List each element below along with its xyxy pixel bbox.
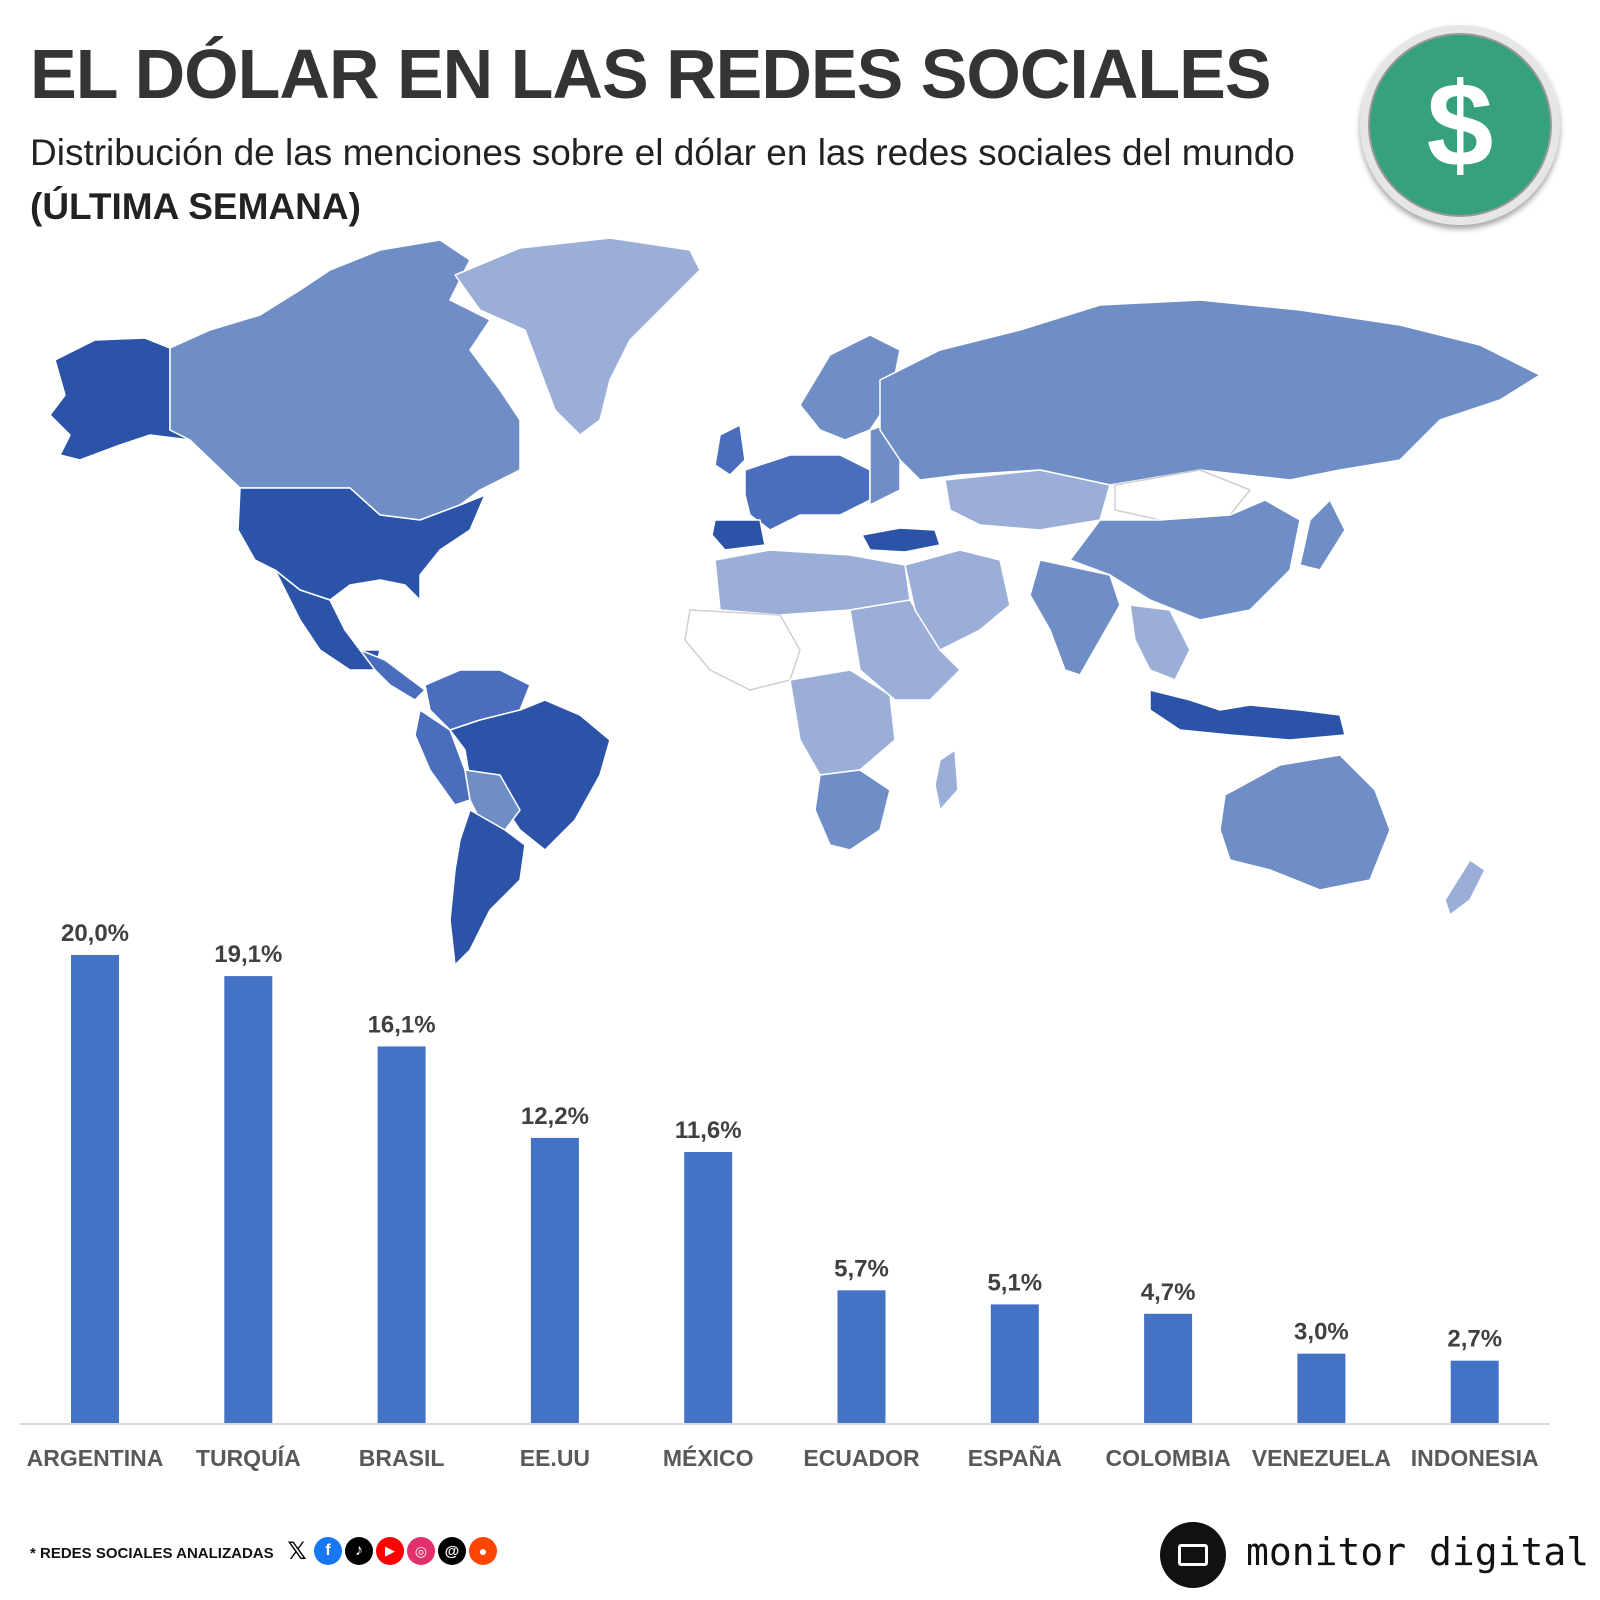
map-region-china (1069, 499, 1301, 621)
value-label: 19,1% (214, 941, 282, 968)
map-region-japan (1299, 499, 1346, 571)
bar (71, 955, 119, 1424)
bar (224, 976, 273, 1424)
map-region-central-africa (789, 669, 896, 776)
value-label: 5,7% (834, 1255, 889, 1282)
map-region-spain (711, 519, 766, 551)
value-label: 12,2% (521, 1103, 589, 1130)
bar (990, 1304, 1039, 1424)
footer-note: * REDES SOCIALES ANALIZADAS (30, 1545, 274, 1562)
category-label: BRASIL (359, 1445, 445, 1471)
category-label: ESPAÑA (968, 1444, 1062, 1471)
bar (377, 1046, 426, 1424)
tiktok-icon: ♪ (345, 1537, 373, 1565)
dollar-symbol: $ (1368, 33, 1552, 217)
value-label: 4,7% (1141, 1279, 1196, 1306)
map-region-alaska (49, 337, 191, 461)
value-label: 5,1% (987, 1269, 1042, 1296)
x-icon: 𝕏 (283, 1537, 311, 1565)
value-label: 2,7% (1447, 1326, 1502, 1353)
page-title: EL DÓLAR EN LAS REDES SOCIALES (30, 35, 1272, 113)
map-region-turkey (861, 527, 941, 553)
social-icons: 𝕏 f ♪ ▶ ◎ @ ● (283, 1537, 497, 1565)
youtube-icon: ▶ (376, 1537, 404, 1565)
bar (684, 1151, 733, 1424)
map-region-kazakhstan (944, 469, 1111, 531)
map-region-madagascar (934, 749, 959, 811)
value-label: 3,0% (1294, 1319, 1349, 1346)
map-region-middle-east (904, 549, 1011, 651)
bar (837, 1290, 886, 1424)
subtitle-text: Distribución de las menciones sobre el d… (30, 132, 1295, 173)
bar (1297, 1353, 1346, 1424)
reddit-icon: ● (469, 1537, 497, 1565)
category-label: ARGENTINA (27, 1445, 164, 1471)
facebook-icon: f (314, 1537, 342, 1565)
map-region-greenland (454, 237, 701, 436)
map-regions (49, 237, 1541, 966)
bar (1144, 1313, 1193, 1424)
instagram-icon: ◎ (407, 1537, 435, 1565)
map-region-southern-africa (814, 769, 891, 851)
map-region-central-america (359, 649, 426, 701)
map-region-western-europe (744, 454, 871, 531)
bar-chart: 20,0% 19,1% 16,1% 12,2% 11,6% 5,7% 5,1% 4,7% 3,0… (20, 920, 1550, 1471)
value-label: 20,0% (61, 920, 129, 947)
map-region-russia (879, 299, 1541, 486)
page-subtitle: Distribución de las menciones sobre el d… (30, 126, 1310, 234)
map-region-new-zealand (1444, 859, 1486, 916)
map-region-west-africa (684, 609, 801, 691)
brand-name: monitor digital (1246, 1530, 1590, 1574)
dollar-icon: $ (1360, 25, 1560, 225)
subtitle-emphasis: (ÚLTIMA SEMANA) (30, 186, 361, 227)
category-label: MÉXICO (663, 1444, 754, 1471)
map-region-uk (714, 424, 746, 476)
map-region-indonesia (1149, 689, 1346, 741)
map-region-southeast-asia (1129, 604, 1191, 681)
map-region-argentina (449, 809, 526, 966)
threads-icon: @ (438, 1537, 466, 1565)
category-label: TURQUÍA (196, 1444, 301, 1471)
value-label: 16,1% (368, 1011, 436, 1038)
monitor-icon (1160, 1522, 1226, 1588)
category-label: VENEZUELA (1252, 1445, 1391, 1471)
map-region-india (1029, 559, 1121, 676)
category-label: ECUADOR (803, 1445, 920, 1471)
category-label: EE.UU (520, 1445, 590, 1471)
category-label: COLOMBIA (1105, 1445, 1230, 1471)
category-label: INDONESIA (1411, 1445, 1539, 1471)
bar (530, 1137, 579, 1424)
map-region-australia (1219, 754, 1391, 891)
map-region-ecuador-peru (414, 709, 471, 806)
bar (1450, 1360, 1499, 1424)
value-label: 11,6% (675, 1117, 742, 1144)
world-map (49, 237, 1541, 966)
